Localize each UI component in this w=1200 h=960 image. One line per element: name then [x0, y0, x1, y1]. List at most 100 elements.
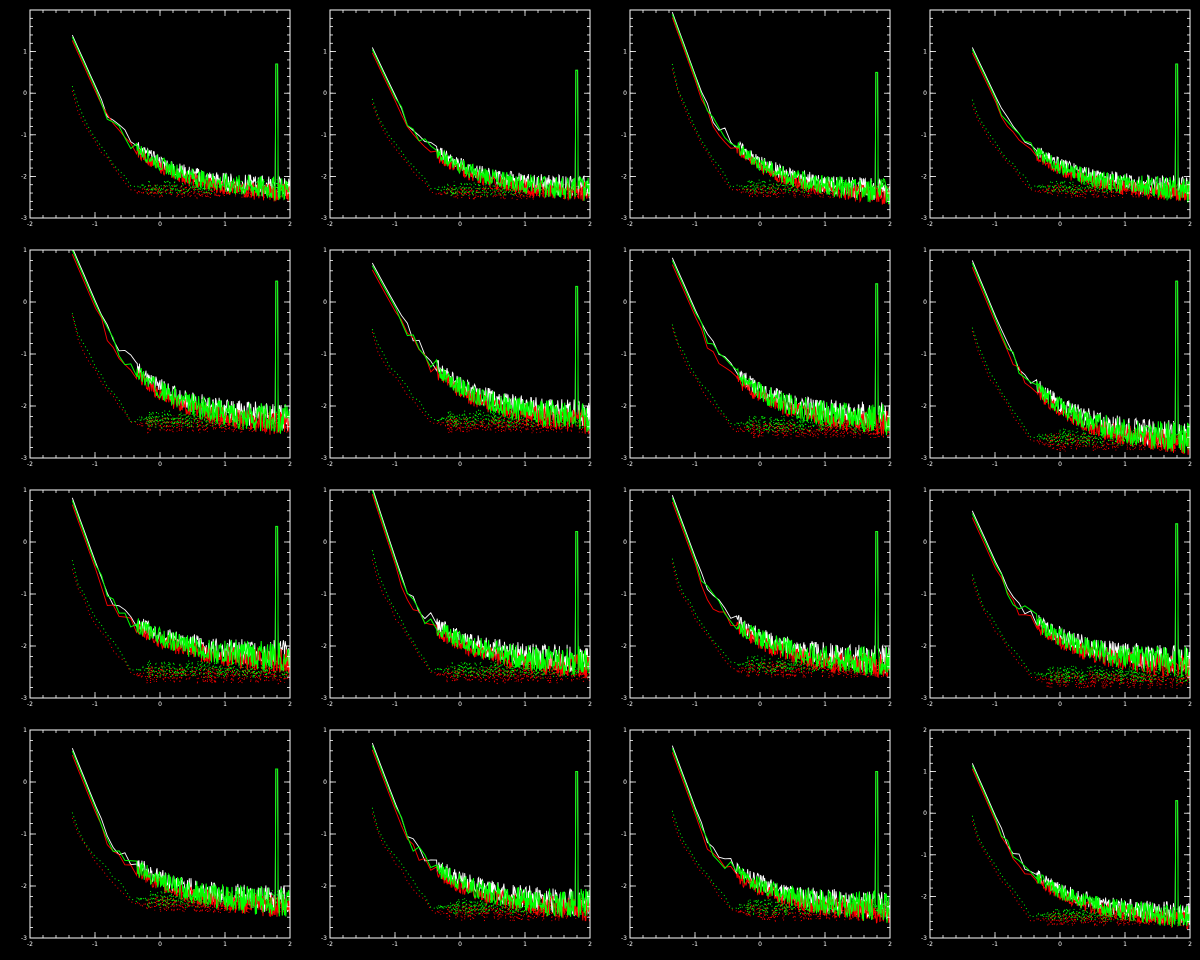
chart-panel-11: -2 -1 0 1 2-3-2-101 — [621, 487, 892, 708]
x-tick-label: -2 — [927, 461, 933, 468]
green-dotted-series — [71, 560, 290, 680]
x-tick-label: 1 — [1123, 941, 1127, 948]
x-tick-label: -1 — [992, 221, 998, 228]
x-tick-label: 0 — [158, 701, 162, 708]
x-tick-label: -2 — [27, 941, 33, 948]
x-tick-label: -1 — [692, 701, 698, 708]
y-tick-label: 0 — [623, 90, 627, 97]
x-tick-label: 1 — [523, 461, 527, 468]
y-tick-label: 0 — [23, 779, 27, 786]
y-tick-label: 2 — [923, 727, 927, 734]
x-tick-label: 0 — [458, 941, 462, 948]
y-tick-label: -1 — [321, 591, 327, 598]
y-tick-label: -1 — [21, 591, 27, 598]
x-tick-label: -1 — [992, 701, 998, 708]
x-tick-label: 0 — [458, 221, 462, 228]
plot-area — [671, 495, 890, 680]
chart-panel-10: -2 -1 0 1 2-3-2-101 — [321, 487, 592, 708]
x-tick-label: 0 — [1058, 701, 1062, 708]
green-dotted-series — [371, 550, 590, 680]
y-tick-label: -3 — [21, 215, 27, 222]
y-tick-label: 0 — [623, 539, 627, 546]
green-dotted-series — [971, 574, 1190, 684]
y-tick-label: -2 — [21, 883, 27, 890]
y-tick-label: 0 — [923, 299, 927, 306]
y-tick-label: 1 — [23, 487, 27, 494]
green-dotted-series — [971, 815, 1190, 924]
x-tick-label: -1 — [392, 941, 398, 948]
x-tick-label: 1 — [1123, 701, 1127, 708]
green-series — [671, 497, 890, 679]
y-tick-label: -1 — [321, 351, 327, 358]
x-tick-label: 1 — [523, 701, 527, 708]
green-series — [371, 265, 590, 433]
plot-area — [971, 510, 1190, 690]
y-tick-label: 1 — [23, 727, 27, 734]
x-tick-label: -1 — [692, 941, 698, 948]
x-tick-label: 1 — [223, 941, 227, 948]
y-tick-label: -3 — [321, 215, 327, 222]
x-tick-label: -2 — [627, 701, 633, 708]
y-tick-label: 0 — [23, 90, 27, 97]
y-tick-label: 1 — [623, 487, 627, 494]
y-tick-label: 1 — [23, 247, 27, 254]
y-tick-label: -2 — [321, 643, 327, 650]
x-tick-label: 2 — [888, 701, 892, 708]
chart-panel-15: -2 -1 0 1 2-3-2-101 — [621, 727, 892, 948]
x-tick-label: 0 — [458, 461, 462, 468]
chart-panel-9: -2 -1 0 1 2-3-2-101 — [21, 487, 292, 708]
x-tick-label: 2 — [588, 941, 592, 948]
chart-panel-3: -2 -1 0 1 2-3-2-101 — [621, 9, 892, 228]
chart-panel-1: -2 -1 0 1 2-3-2-101 — [21, 9, 292, 228]
x-tick-label: 1 — [823, 701, 827, 708]
green-series — [371, 745, 590, 918]
y-tick-label: -2 — [921, 173, 927, 180]
x-tick-label: 0 — [158, 221, 162, 228]
y-tick-label: 1 — [623, 247, 627, 254]
x-tick-label: 2 — [888, 941, 892, 948]
x-tick-label: 1 — [823, 461, 827, 468]
x-tick-label: -2 — [327, 461, 333, 468]
green-series — [71, 500, 290, 672]
y-tick-label: 1 — [923, 247, 927, 254]
x-tick-label: 1 — [223, 221, 227, 228]
y-tick-label: -3 — [621, 455, 627, 462]
x-tick-label: 0 — [158, 941, 162, 948]
x-tick-label: 0 — [1058, 221, 1062, 228]
chart-panel-5: -2 -1 0 1 2-3-2-101 — [21, 247, 292, 468]
green-series — [71, 250, 290, 434]
x-tick-label: 2 — [288, 461, 292, 468]
plot-area — [71, 34, 290, 203]
red-dotted-series — [71, 315, 290, 435]
plot-area — [371, 742, 590, 923]
x-tick-label: -2 — [327, 941, 333, 948]
x-tick-label: 0 — [158, 461, 162, 468]
plot-area — [371, 47, 590, 202]
red-dotted-series — [371, 559, 590, 686]
x-tick-label: 2 — [588, 221, 592, 228]
x-tick-label: -2 — [627, 221, 633, 228]
green-series — [671, 748, 890, 923]
x-tick-label: 0 — [758, 701, 762, 708]
chart-panel-2: -2 -1 0 1 2-3-2-101 — [321, 9, 592, 228]
y-tick-label: -3 — [921, 455, 927, 462]
x-tick-label: 2 — [1188, 461, 1192, 468]
x-tick-label: -2 — [27, 701, 33, 708]
y-tick-label: -1 — [921, 852, 927, 859]
x-tick-label: 1 — [223, 701, 227, 708]
y-tick-label: -2 — [21, 173, 27, 180]
x-tick-label: -1 — [692, 221, 698, 228]
x-tick-label: -1 — [392, 461, 398, 468]
plot-area — [71, 748, 290, 917]
y-tick-label: -2 — [921, 403, 927, 410]
x-tick-label: -2 — [327, 221, 333, 228]
green-series — [971, 513, 1190, 678]
x-tick-label: -1 — [92, 701, 98, 708]
y-tick-label: 1 — [323, 247, 327, 254]
y-tick-label: -2 — [921, 643, 927, 650]
x-tick-label: 2 — [888, 221, 892, 228]
chart-panel-12: -2 -1 0 1 2-3-2-101 — [921, 487, 1192, 708]
green-series — [971, 49, 1190, 203]
